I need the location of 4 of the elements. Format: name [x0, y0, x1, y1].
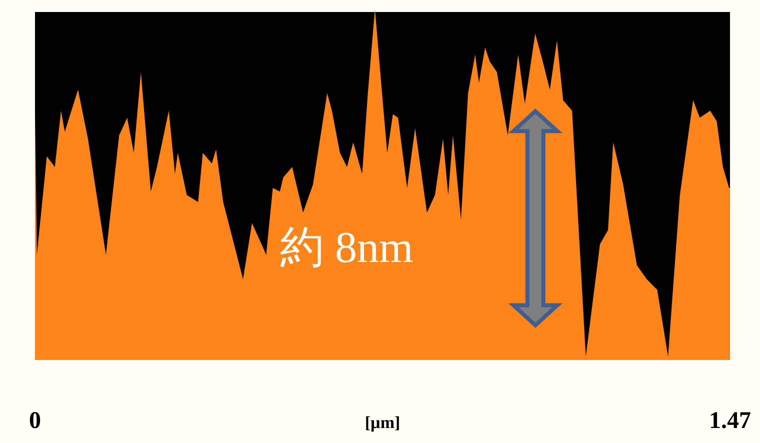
annotation: 約 8nm [280, 223, 414, 272]
x-tick-label: 0 [29, 408, 41, 434]
x-tick-label: 1.47 [709, 408, 751, 434]
x-axis-title: [µm] [364, 413, 400, 432]
